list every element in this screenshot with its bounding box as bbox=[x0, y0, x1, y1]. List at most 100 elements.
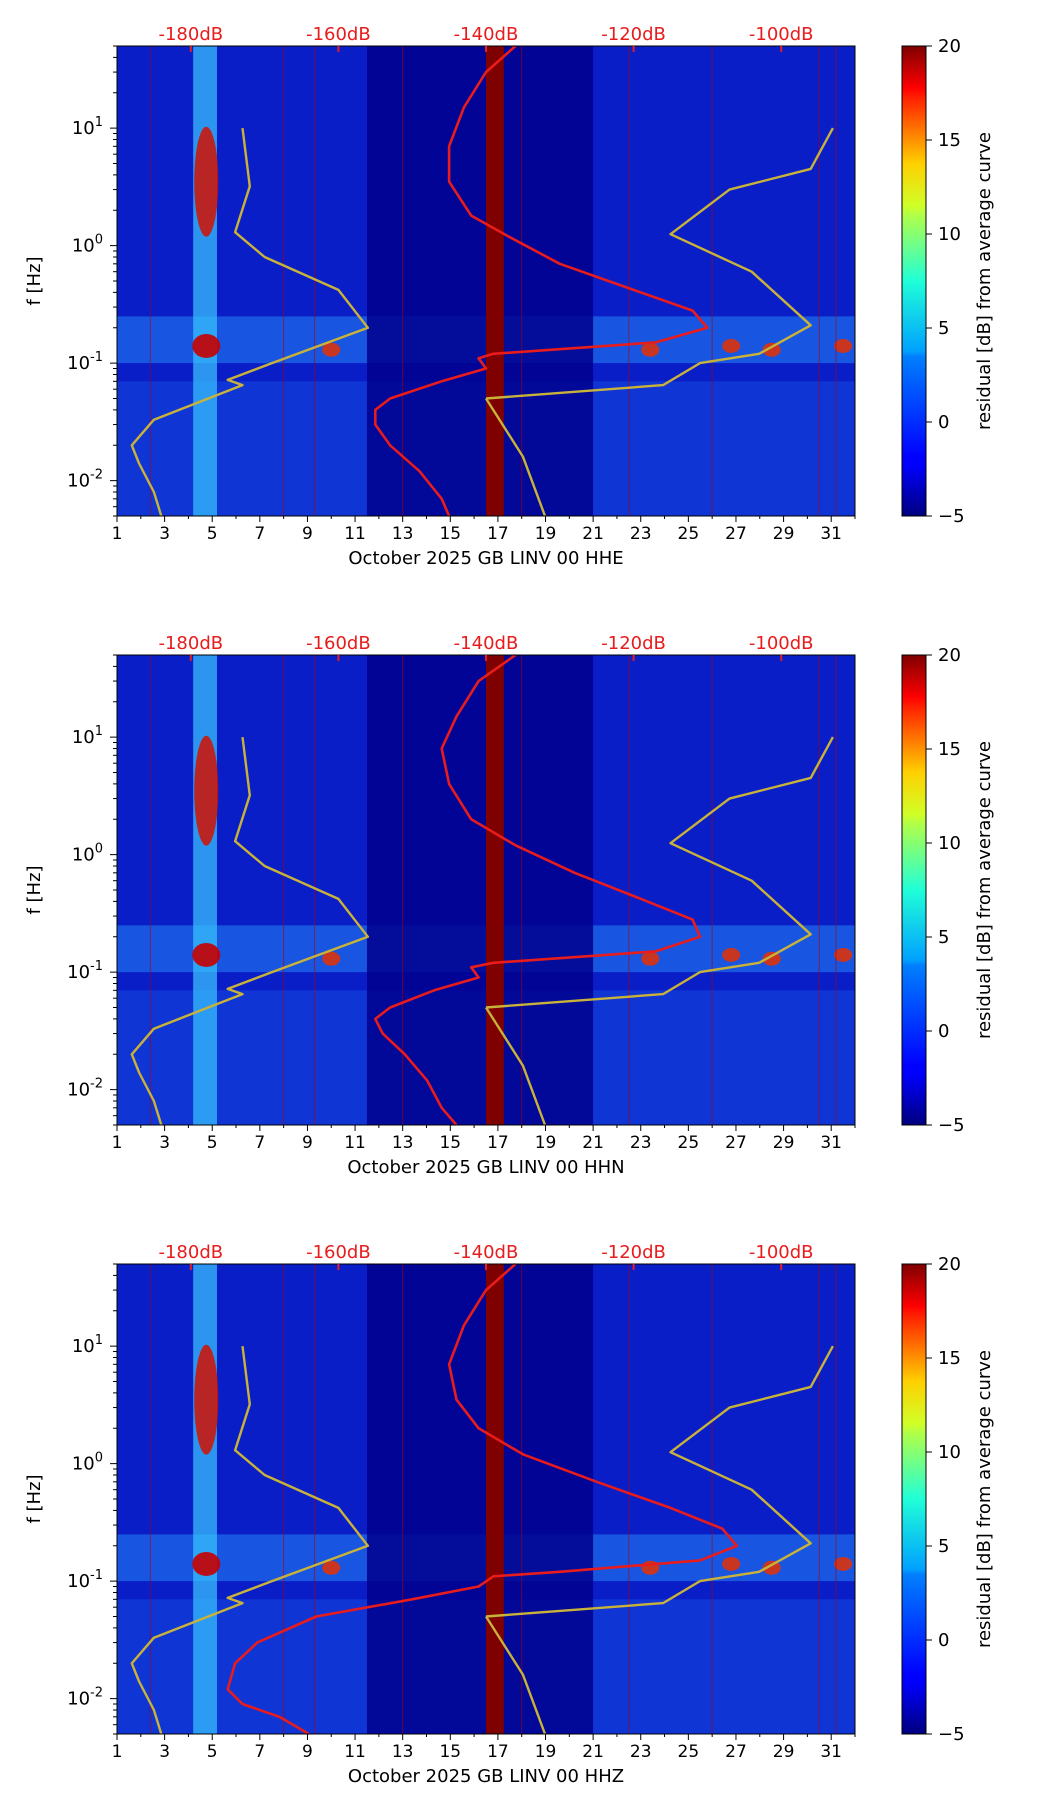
x-tick-label: 13 bbox=[392, 1133, 414, 1153]
x-tick-label: 31 bbox=[820, 1133, 842, 1153]
x-tick-label: 19 bbox=[535, 1133, 557, 1153]
event-column bbox=[193, 655, 217, 1125]
colorbar bbox=[901, 45, 927, 517]
y-axis-label: f [Hz] bbox=[24, 1474, 45, 1523]
x-tick-label: 1 bbox=[112, 1742, 123, 1762]
x-tick-label: 27 bbox=[725, 524, 747, 544]
x-tick-label: 15 bbox=[439, 1742, 461, 1762]
average-psd-line bbox=[226, 1263, 739, 1736]
hotspot bbox=[192, 942, 221, 967]
x-tick-label: 15 bbox=[439, 524, 461, 544]
top-db-label: -120dB bbox=[601, 1242, 666, 1263]
noise-model-line bbox=[484, 397, 547, 517]
x-axis-label: October 2025 GB LINV 00 HHZ bbox=[348, 1766, 624, 1787]
hotspot bbox=[641, 951, 660, 966]
hotspot bbox=[322, 1560, 341, 1575]
hotspot bbox=[722, 1556, 741, 1571]
colorbar bbox=[901, 1263, 927, 1735]
x-tick-label: 23 bbox=[630, 1742, 652, 1762]
hotspot bbox=[192, 333, 221, 358]
x-tick-label: 5 bbox=[207, 1133, 218, 1153]
colorbar-label: residual [dB] from average curve bbox=[974, 1350, 995, 1648]
y-tick-label: 100 bbox=[72, 233, 103, 257]
colorbar-tick-label: 5 bbox=[938, 1536, 949, 1557]
y-tick-label: 10-1 bbox=[67, 350, 103, 374]
colorbar-tick-label: 20 bbox=[938, 1254, 961, 1275]
colorbar-label: residual [dB] from average curve bbox=[974, 132, 995, 430]
x-tick-label: 27 bbox=[725, 1742, 747, 1762]
x-tick-label: 23 bbox=[630, 1133, 652, 1153]
x-tick-label: 1 bbox=[112, 524, 123, 544]
top-db-label: -160dB bbox=[306, 633, 371, 654]
x-tick-label: 7 bbox=[254, 1133, 265, 1153]
y-tick-label: 100 bbox=[72, 1451, 103, 1475]
hotspot bbox=[762, 951, 781, 966]
x-tick-label: 7 bbox=[254, 524, 265, 544]
x-tick-label: 21 bbox=[582, 1133, 604, 1153]
noise-model-line bbox=[484, 1615, 547, 1735]
top-db-label: -140dB bbox=[454, 24, 519, 45]
top-db-label: -180dB bbox=[158, 1242, 223, 1263]
x-axis-label: October 2025 GB LINV 00 HHE bbox=[348, 548, 623, 569]
colorbar-tick-label: 0 bbox=[938, 1021, 949, 1042]
x-tick-label: 19 bbox=[535, 1742, 557, 1762]
data-gap-column bbox=[486, 1264, 504, 1734]
top-db-label: -180dB bbox=[158, 633, 223, 654]
colorbar-tick-label: 15 bbox=[938, 739, 961, 760]
event-column bbox=[193, 1264, 217, 1734]
x-tick-label: 11 bbox=[344, 1742, 366, 1762]
x-tick-label: 29 bbox=[773, 1133, 795, 1153]
hotspot bbox=[322, 342, 341, 357]
top-db-label: -140dB bbox=[454, 633, 519, 654]
hotspot bbox=[194, 735, 219, 846]
hotspot bbox=[322, 951, 341, 966]
colorbar bbox=[901, 654, 927, 1126]
x-axis-label: October 2025 GB LINV 00 HHN bbox=[347, 1157, 624, 1178]
x-tick-label: 15 bbox=[439, 1133, 461, 1153]
x-tick-label: 29 bbox=[773, 524, 795, 544]
colorbar-tick-label: 0 bbox=[938, 1630, 949, 1651]
x-tick-label: 11 bbox=[344, 1133, 366, 1153]
top-db-label: -160dB bbox=[306, 1242, 371, 1263]
x-tick-label: 3 bbox=[159, 524, 170, 544]
x-tick-label: 9 bbox=[302, 1742, 313, 1762]
x-tick-label: 9 bbox=[302, 524, 313, 544]
x-tick-label: 13 bbox=[392, 524, 414, 544]
noise-model-line bbox=[484, 1006, 547, 1126]
y-tick-label: 10-1 bbox=[67, 1568, 103, 1592]
hotspot bbox=[641, 342, 660, 357]
top-db-label: -100dB bbox=[749, 1242, 814, 1263]
noise-model-line bbox=[130, 736, 370, 1126]
x-tick-label: 9 bbox=[302, 1133, 313, 1153]
x-tick-label: 31 bbox=[820, 1742, 842, 1762]
hotspot bbox=[834, 947, 853, 962]
top-db-label: -100dB bbox=[749, 24, 814, 45]
hotspot bbox=[722, 338, 741, 353]
x-tick-label: 13 bbox=[392, 1742, 414, 1762]
x-tick-label: 25 bbox=[678, 524, 700, 544]
y-axis-label: f [Hz] bbox=[24, 865, 45, 914]
hotspot bbox=[762, 1560, 781, 1575]
top-db-label: -160dB bbox=[306, 24, 371, 45]
top-db-label: -140dB bbox=[454, 1242, 519, 1263]
quiet-period bbox=[366, 46, 594, 516]
colorbar-tick-label: 10 bbox=[938, 1442, 961, 1463]
x-tick-label: 27 bbox=[725, 1133, 747, 1153]
y-tick-label: 101 bbox=[72, 724, 103, 748]
colorbar-tick-label: 0 bbox=[938, 412, 949, 433]
y-axis-label: f [Hz] bbox=[24, 256, 45, 305]
x-tick-label: 7 bbox=[254, 1742, 265, 1762]
x-tick-label: 3 bbox=[159, 1133, 170, 1153]
data-gap-column bbox=[486, 655, 504, 1125]
hotspot bbox=[722, 947, 741, 962]
top-db-label: -120dB bbox=[601, 633, 666, 654]
x-tick-label: 25 bbox=[678, 1133, 700, 1153]
colorbar-tick-label: 10 bbox=[938, 833, 961, 854]
y-tick-label: 10-2 bbox=[67, 468, 103, 492]
average-psd-line bbox=[374, 653, 702, 1126]
x-tick-label: 11 bbox=[344, 524, 366, 544]
colorbar-tick-label: 5 bbox=[938, 318, 949, 339]
y-tick-label: 10-1 bbox=[67, 959, 103, 983]
noise-model-line bbox=[485, 736, 834, 1009]
